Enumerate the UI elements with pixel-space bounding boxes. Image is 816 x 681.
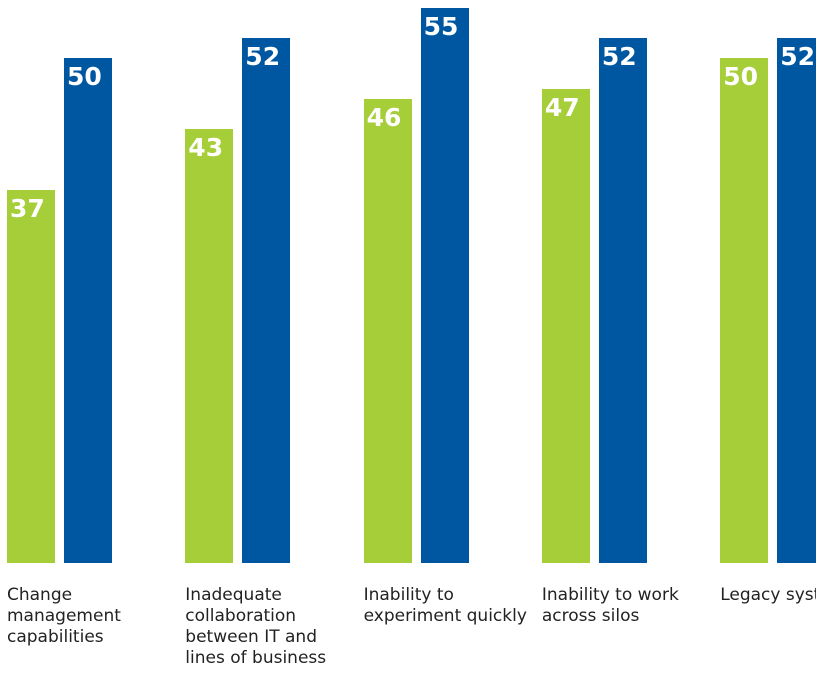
bar [420, 8, 469, 563]
bar [64, 58, 112, 563]
bar [777, 38, 816, 563]
bar [598, 38, 647, 563]
value-label: 37 [10, 193, 45, 223]
bar [7, 189, 55, 563]
bar [720, 58, 769, 563]
category-label: Inadequate collaboration between IT and … [185, 585, 327, 668]
value-label: 52 [601, 42, 637, 72]
value-label: 50 [723, 62, 758, 92]
category-label: Inability to experiment quickly [363, 585, 527, 626]
bar [185, 129, 234, 563]
category-label: Legacy systems [720, 585, 816, 605]
value-label: 55 [423, 12, 459, 41]
bar [363, 98, 412, 563]
category-label: Inability to work across silos [541, 585, 679, 626]
bar [242, 38, 291, 563]
value-label: 50 [67, 62, 102, 92]
bar [541, 88, 590, 563]
value-label: 43 [188, 133, 224, 163]
value-label: 52 [780, 42, 815, 72]
value-label: 52 [245, 42, 281, 72]
value-label: 46 [366, 102, 402, 132]
category-label: Change management capabilities [7, 585, 121, 647]
value-label: 47 [544, 92, 580, 122]
